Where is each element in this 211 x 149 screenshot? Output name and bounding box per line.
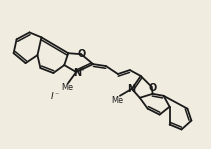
Text: N: N [73,67,81,77]
Text: N: N [127,84,135,94]
Text: O: O [77,49,86,59]
Text: I: I [51,92,54,101]
Text: Me: Me [111,96,123,105]
Text: O: O [149,83,157,93]
Text: Me: Me [61,83,73,92]
Text: +: + [80,66,86,72]
Text: ⁻: ⁻ [55,90,59,99]
